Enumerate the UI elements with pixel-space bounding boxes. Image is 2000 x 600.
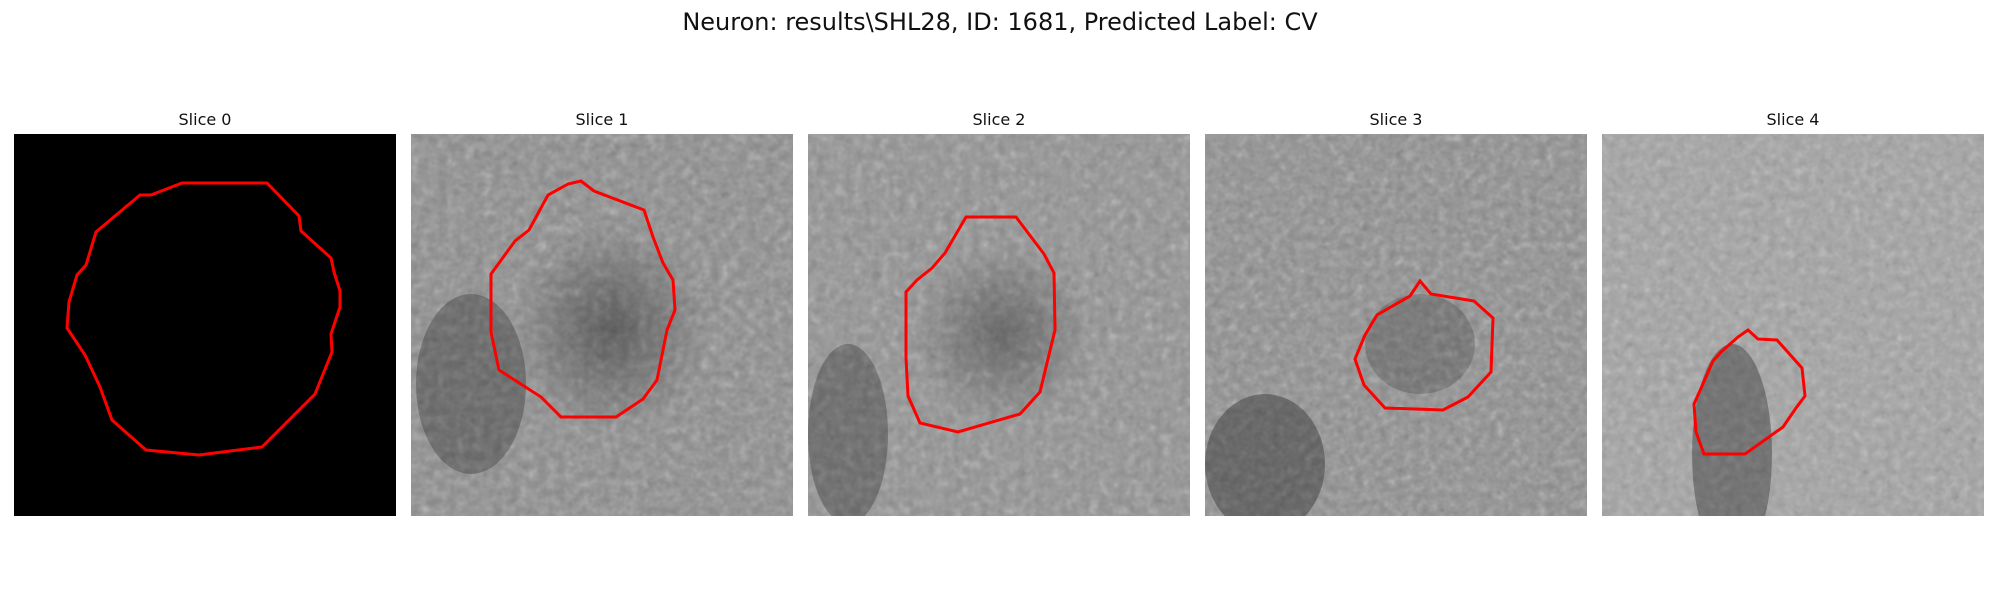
slice-1-shadow [471, 194, 751, 494]
slice-3-shadow [1365, 294, 1475, 394]
slice-3-contour [1353, 278, 1495, 412]
slice-panel-2: Slice 2 [808, 110, 1190, 522]
slice-image-3 [1205, 134, 1587, 516]
slice-title-3: Slice 3 [1369, 110, 1423, 129]
slice-panel-3: Slice 3 [1205, 110, 1587, 522]
slice-panel-0: Slice 0 [14, 110, 396, 522]
slice-panel-4: Slice 4 [1602, 110, 1984, 522]
slice-title-4: Slice 4 [1766, 110, 1820, 129]
slice-2-shadow [873, 204, 1133, 464]
slice-image-0 [14, 134, 396, 516]
slice-1-dark-region [416, 294, 526, 474]
slice-1-contour [489, 179, 677, 419]
slice-2-contour [904, 215, 1057, 434]
slice-3-dark-region [1205, 394, 1325, 516]
figure-title: Neuron: results\SHL28, ID: 1681, Predict… [682, 8, 1318, 36]
slice-image-1 [411, 134, 793, 516]
slice-0-contour [65, 181, 342, 457]
slice-image-4 [1602, 134, 1984, 516]
slice-4-dark-region [1692, 344, 1772, 516]
slice-0-background [14, 134, 396, 516]
slice-2-dark-region [808, 344, 888, 516]
slice-panel-1: Slice 1 [411, 110, 793, 522]
slice-title-2: Slice 2 [972, 110, 1026, 129]
slice-title-0: Slice 0 [178, 110, 232, 129]
slice-4-contour [1692, 328, 1807, 456]
slice-title-1: Slice 1 [575, 110, 629, 129]
slice-3-texture [1205, 134, 1587, 516]
slice-4-texture [1602, 134, 1984, 516]
slice-image-2 [808, 134, 1190, 516]
